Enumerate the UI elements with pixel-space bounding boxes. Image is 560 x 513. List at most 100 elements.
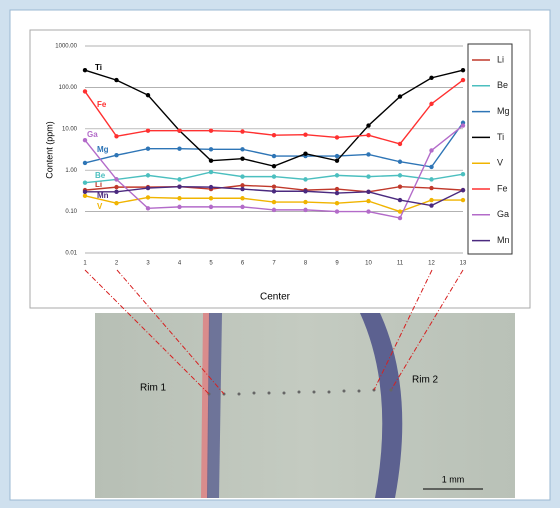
y-axis-label: Content (ppm) [44,121,54,179]
point [271,133,277,138]
x-tick-label: 9 [335,261,339,267]
point [82,189,88,195]
point [303,189,308,194]
point [303,151,308,156]
point [82,89,88,94]
rim-band [207,313,222,498]
point [397,94,403,99]
point [366,152,371,157]
point [208,147,214,152]
x-tick-label: 2 [115,261,119,267]
point [429,185,434,191]
point [114,177,119,182]
y-tick-label: 0.01 [65,251,77,257]
legend-label: Ga [497,209,509,219]
point [334,209,340,214]
point [460,197,466,203]
point [114,77,119,83]
series-label: V [97,202,103,211]
y-tick-label: 1000.00 [55,44,77,50]
point [429,203,434,208]
point [429,101,434,107]
point [145,173,151,178]
x-tick-label: 4 [178,261,182,267]
chart-box [29,29,531,309]
point [429,197,434,203]
point [177,196,182,201]
legend-box [467,43,513,255]
link-lines [84,269,464,395]
legend-label: V [497,158,503,168]
point [397,209,403,214]
point [145,195,151,200]
point [240,129,245,134]
series-label: Mg [97,145,109,154]
point [460,68,466,73]
y-tick-label: 0.10 [65,209,77,215]
series-label: Li [95,180,102,189]
point [208,169,214,175]
point [334,173,340,178]
point [397,173,403,178]
point [240,204,245,210]
point [145,92,151,98]
point [429,75,434,81]
point [303,199,308,205]
point [177,146,182,151]
series-label: Be [95,171,106,180]
point [429,164,434,170]
point [177,204,182,210]
x-tick-label: 10 [365,261,372,267]
point [303,132,308,137]
point [271,174,277,179]
point [240,196,245,201]
point [114,134,119,139]
point [82,160,88,166]
point [397,215,403,221]
point [114,153,119,158]
point [114,184,119,190]
point [145,128,151,133]
point [240,183,245,188]
point [366,123,371,128]
series-label: Ga [87,130,98,139]
rim-label: Rim 2 [412,375,439,386]
point [271,189,277,194]
rim-band [360,313,403,498]
point [208,128,214,133]
point [208,158,214,163]
point [397,159,403,164]
point [208,184,214,190]
point [82,68,88,73]
point [460,123,466,128]
x-tick-label: 7 [272,261,276,267]
legend-label: Li [497,54,504,64]
legend-label: Be [497,80,508,90]
point [114,189,119,195]
point [240,156,245,161]
y-tick-label: 10.00 [62,126,78,132]
point [334,186,340,192]
point [334,158,340,163]
point [334,153,340,159]
point [145,206,151,211]
x-tick-label: 5 [209,261,213,267]
point [334,190,340,196]
point [271,207,277,213]
point [366,189,371,195]
point [145,146,151,151]
point [82,138,88,143]
point [240,147,245,152]
point [177,128,182,133]
photo: Rim 1 Rim 2 1 mm [84,269,515,498]
series-label: Mn [97,191,109,200]
series-label: Fe [97,100,107,109]
rim-label: Rim 1 [140,383,167,394]
x-tick-label: 1 [83,261,87,267]
point [271,199,277,205]
legend-label: Ti [497,132,504,142]
x-tick-label: 12 [428,261,435,267]
point [397,197,403,203]
point [271,153,277,159]
